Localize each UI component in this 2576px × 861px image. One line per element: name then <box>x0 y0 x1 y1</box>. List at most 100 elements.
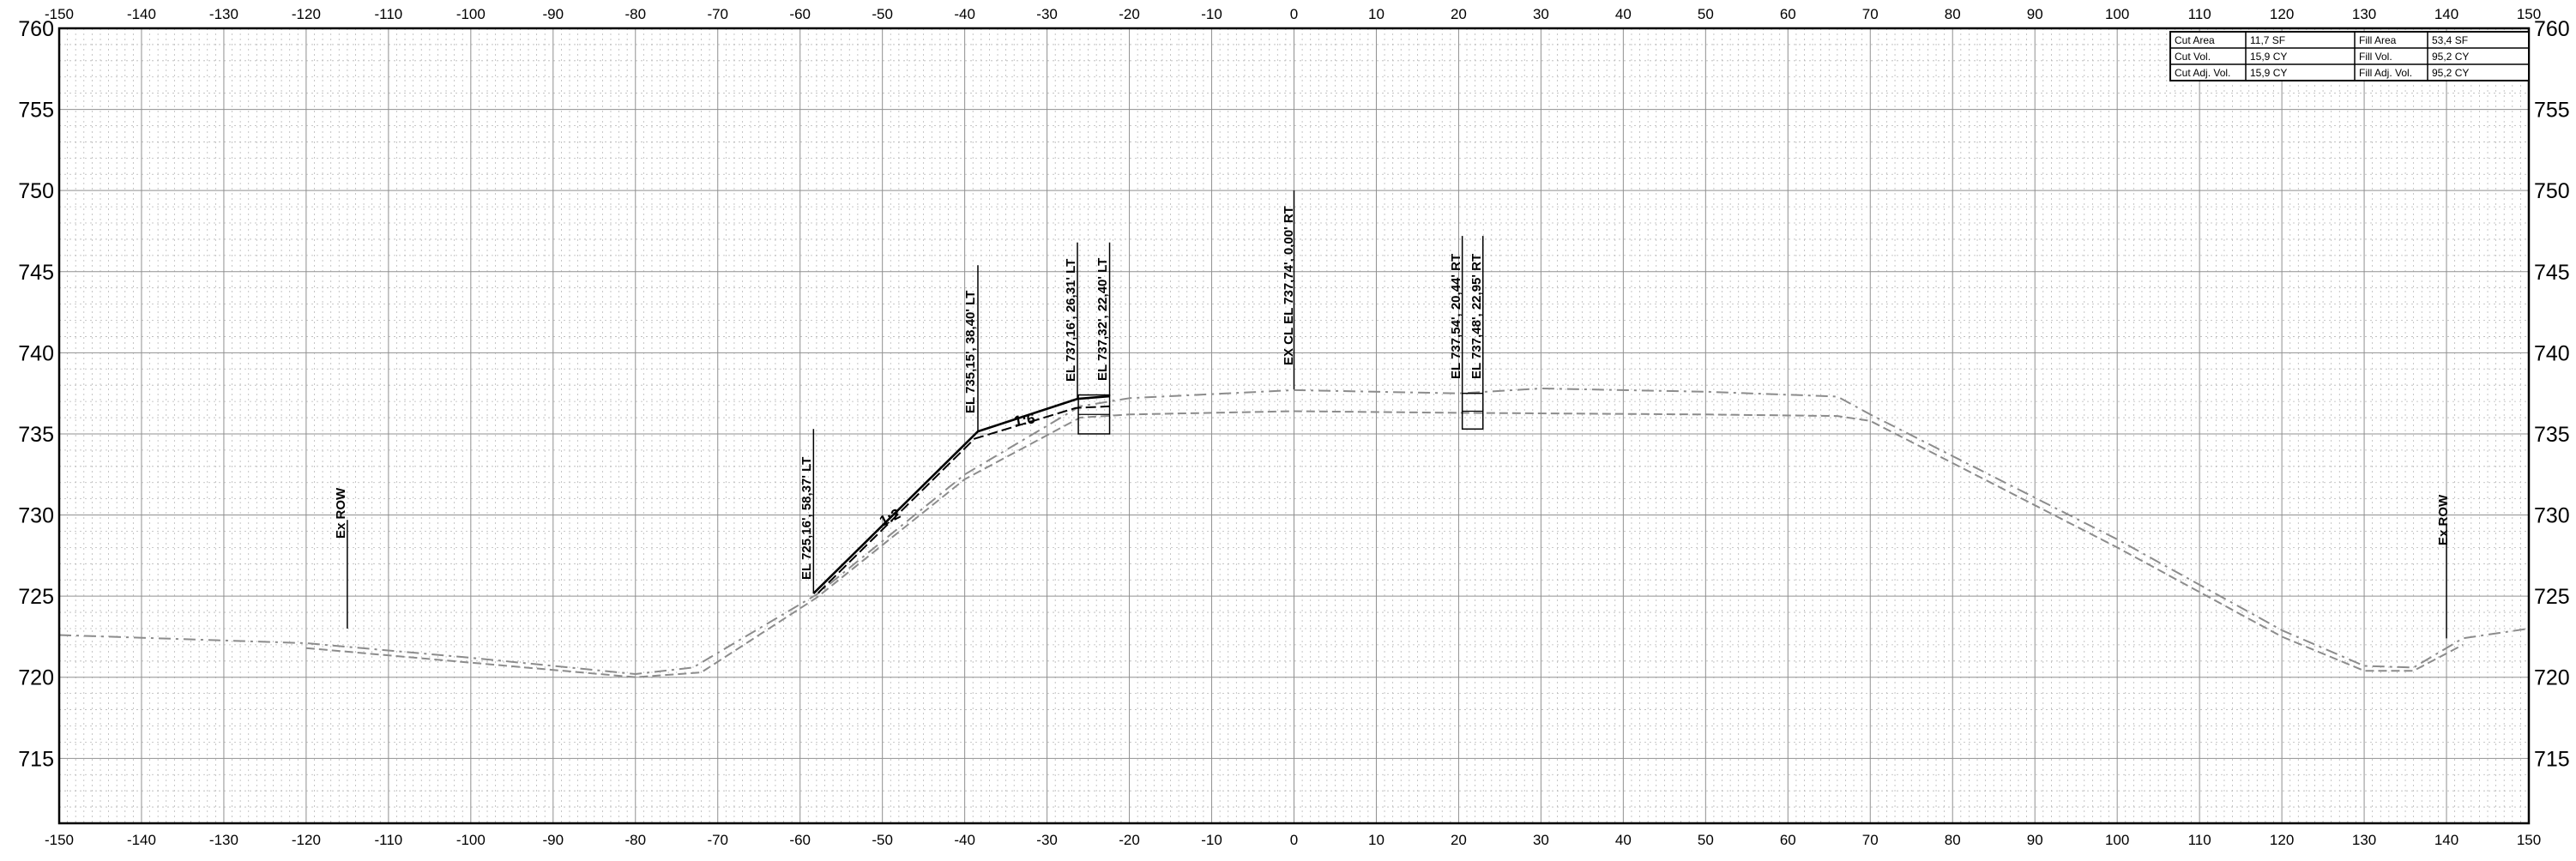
x-tick-label-bottom: 60 <box>1780 832 1796 848</box>
x-tick-label-bottom: 50 <box>1698 832 1714 848</box>
y-tick-label-left: 755 <box>18 99 54 123</box>
y-tick-label-right: 715 <box>2534 747 2570 771</box>
x-tick-label-bottom: 30 <box>1533 832 1549 848</box>
x-tick-label-top: 110 <box>2188 6 2211 22</box>
x-tick-label-bottom: -40 <box>954 832 975 848</box>
shoulder-inner-right-label: EL 737,54', 20,44' RT <box>1449 254 1463 379</box>
x-tick-label-top: 90 <box>2027 6 2043 22</box>
x-tick-label-top: 50 <box>1698 6 1714 22</box>
y-tick-label-left: 725 <box>18 585 54 609</box>
fill-vol-value: 95,2 CY <box>2432 51 2469 63</box>
x-tick-label-bottom: 40 <box>1615 832 1632 848</box>
x-tick-label-top: -30 <box>1036 6 1058 22</box>
x-tick-label-top: -120 <box>292 6 321 22</box>
y-tick-label-right: 725 <box>2534 585 2570 609</box>
y-tick-label-right: 730 <box>2534 504 2570 528</box>
x-tick-label-bottom: -50 <box>872 832 893 848</box>
x-tick-label-top: -110 <box>374 6 402 22</box>
x-tick-label-top: -10 <box>1201 6 1222 22</box>
x-tick-label-top: 10 <box>1368 6 1385 22</box>
y-tick-label-left: 730 <box>18 504 54 528</box>
centerline-label: EX CL EL 737,74', 0,00' RT <box>1282 206 1296 365</box>
y-tick-label-left: 750 <box>18 179 54 203</box>
x-tick-label-top: 30 <box>1533 6 1549 22</box>
cut-vol-value: 15,9 CY <box>2250 51 2287 63</box>
hinge-left-label: EL 735,15', 38,40' LT <box>963 291 978 413</box>
shoulder-outer-left-label: EL 737,16', 26,31' LT <box>1064 259 1078 382</box>
x-tick-label-top: 100 <box>2105 6 2129 22</box>
x-tick-label-top: -130 <box>209 6 238 22</box>
x-tick-label-bottom: 130 <box>2352 832 2376 848</box>
x-tick-label-top: 40 <box>1615 6 1632 22</box>
x-tick-label-bottom: -130 <box>209 832 238 848</box>
x-tick-label-bottom: 110 <box>2188 832 2211 848</box>
existing-ground-line <box>58 388 2530 675</box>
x-tick-label-top: 80 <box>1945 6 1961 22</box>
x-tick-label-top: 20 <box>1451 6 1467 22</box>
x-tick-label-bottom: -20 <box>1119 832 1140 848</box>
y-tick-label-right: 740 <box>2534 341 2570 365</box>
proposed-slope-line <box>812 394 1110 595</box>
cut-area-value: 11,7 SF <box>2250 34 2285 46</box>
x-tick-label-bottom: -100 <box>456 832 486 848</box>
x-tick-label-bottom: -80 <box>624 832 646 848</box>
fill-area-label: Fill Area <box>2359 34 2397 46</box>
x-tick-label-top: -90 <box>543 6 564 22</box>
proposed-subgrade-line <box>817 405 1110 594</box>
x-tick-label-top: 60 <box>1780 6 1796 22</box>
x-tick-label-bottom: -150 <box>45 832 74 848</box>
y-tick-label-right: 735 <box>2534 423 2570 447</box>
x-tick-label-top: 0 <box>1290 6 1298 22</box>
fill-adj-vol-value: 95,2 CY <box>2432 67 2469 79</box>
y-tick-label-right: 760 <box>2534 17 2570 41</box>
x-tick-label-bottom: 100 <box>2105 832 2129 848</box>
quantity-table-frame <box>2169 31 2530 81</box>
x-tick-label-top: 140 <box>2434 6 2458 22</box>
y-tick-label-right: 745 <box>2534 261 2570 285</box>
x-tick-label-bottom: 20 <box>1451 832 1467 848</box>
section-lines <box>58 388 2530 678</box>
x-tick-label-bottom: -10 <box>1201 832 1222 848</box>
slope-upper-label: 1:6 <box>1013 410 1036 430</box>
x-tick-label-top: -100 <box>456 6 486 22</box>
x-tick-label-top: 130 <box>2352 6 2376 22</box>
x-tick-label-top: -40 <box>954 6 975 22</box>
x-tick-label-bottom: -30 <box>1036 832 1058 848</box>
cut-area-label: Cut Area <box>2175 34 2215 46</box>
y-tick-label-right: 755 <box>2534 99 2570 123</box>
quantity-table: Cut Area 11,7 SF Fill Area 53,4 SF Cut V… <box>2169 31 2530 81</box>
x-tick-label-top: -70 <box>707 6 728 22</box>
x-tick-label-top: -140 <box>127 6 156 22</box>
y-tick-label-left: 740 <box>18 341 54 365</box>
row-left-label: Ex ROW <box>334 487 348 539</box>
x-tick-label-bottom: -120 <box>292 832 321 848</box>
axis-labels: -150 -150 -140 -140 -130 -130 -120 -120 -110 -110… <box>18 6 2569 848</box>
y-tick-label-right: 720 <box>2534 666 2570 690</box>
x-tick-label-bottom: 150 <box>2517 832 2541 848</box>
y-tick-label-left: 745 <box>18 261 54 285</box>
x-tick-label-bottom: -60 <box>789 832 811 848</box>
x-tick-label-bottom: 10 <box>1368 832 1385 848</box>
y-tick-label-left: 715 <box>18 747 54 771</box>
x-tick-label-top: -50 <box>872 6 893 22</box>
plot-frame <box>57 27 2531 825</box>
feature-marks <box>347 190 2447 639</box>
x-tick-label-bottom: 140 <box>2434 832 2458 848</box>
x-tick-label-bottom: -70 <box>707 832 728 848</box>
fill-vol-label: Fill Vol. <box>2359 51 2392 63</box>
y-tick-label-left: 720 <box>18 666 54 690</box>
x-tick-label-bottom: 70 <box>1862 832 1879 848</box>
x-tick-label-top: -150 <box>45 6 74 22</box>
cut-adj-vol-label: Cut Adj. Vol. <box>2175 67 2230 79</box>
shoulder-inner-left-label: EL 737,32', 22,40' LT <box>1095 258 1110 381</box>
y-tick-label-left: 760 <box>18 17 54 41</box>
existing-subgrade-line <box>305 410 2464 678</box>
fill-area-value: 53,4 SF <box>2432 34 2468 46</box>
x-tick-label-top: -80 <box>624 6 646 22</box>
x-tick-label-top: 150 <box>2517 6 2541 22</box>
x-tick-label-top: 70 <box>1862 6 1879 22</box>
vertical-annotations: Ex ROW Ex ROW EL 725,16', 58,37' LT EL 7… <box>334 206 2451 580</box>
x-tick-label-bottom: 120 <box>2270 832 2294 848</box>
